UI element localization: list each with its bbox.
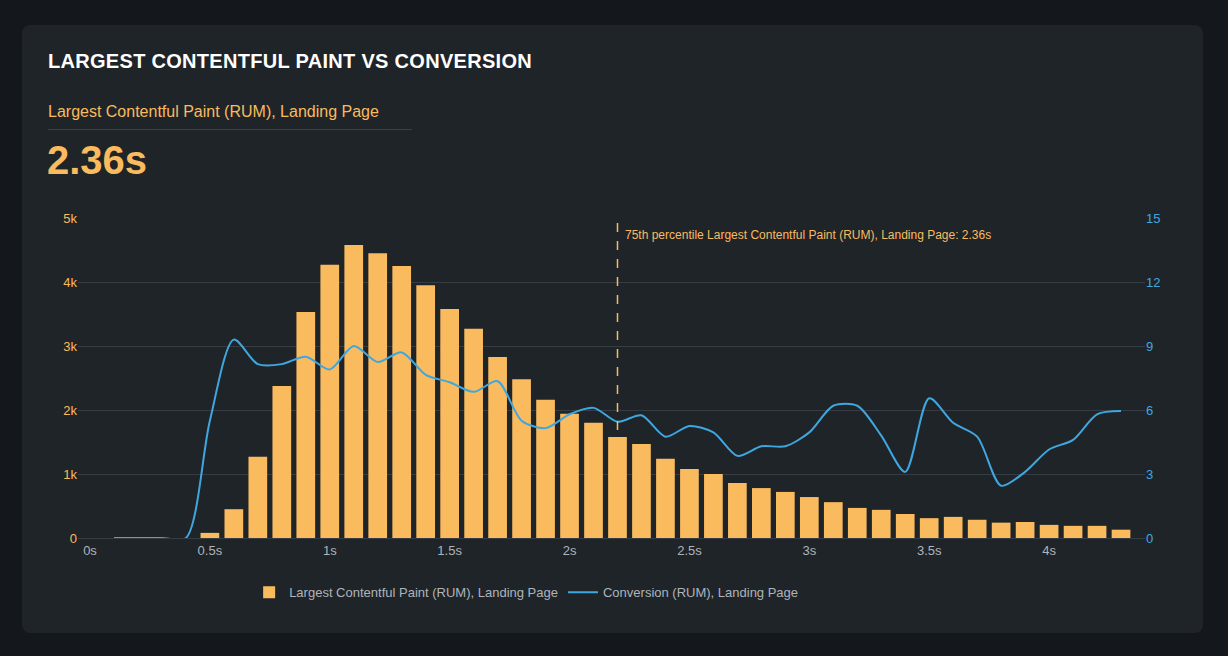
svg-text:3k: 3k	[63, 339, 77, 354]
html-text:LARGEST CONTENTFUL PAINT VS CO: LARGEST CONTENTFUL PAINT VS CONVERSION	[48, 50, 532, 72]
svg-text:9: 9	[1146, 339, 1153, 354]
html-text:Largest Contentful Paint (RUM): Largest Contentful Paint (RUM), Landing …	[48, 103, 379, 120]
svg-text:0.5s: 0.5s	[198, 543, 223, 558]
svg-text:1.5s: 1.5s	[437, 543, 462, 558]
svg-text:1s: 1s	[323, 543, 337, 558]
svg-text:2k: 2k	[63, 403, 77, 418]
svg-text:0: 0	[70, 531, 77, 546]
svg-text:75th percentile Largest Conten: 75th percentile Largest Contentful Paint…	[625, 228, 991, 242]
svg-text:2.5s: 2.5s	[677, 543, 702, 558]
svg-text:15: 15	[1146, 211, 1160, 226]
svg-text:12: 12	[1146, 275, 1160, 290]
html-text:2.36s: 2.36s	[47, 138, 148, 182]
svg-text:3s: 3s	[802, 543, 816, 558]
svg-text:6: 6	[1146, 403, 1153, 418]
svg-text:3: 3	[1146, 467, 1153, 482]
svg-text:5k: 5k	[63, 211, 77, 226]
svg-text:4s: 4s	[1042, 543, 1056, 558]
svg-text:0: 0	[1146, 531, 1153, 546]
svg-text:2s: 2s	[563, 543, 577, 558]
svg-text:Conversion (RUM), Landing Page: Conversion (RUM), Landing Page	[603, 585, 798, 600]
svg-text:1k: 1k	[63, 467, 77, 482]
svg-text:0s: 0s	[83, 543, 97, 558]
svg-text:4k: 4k	[63, 275, 77, 290]
svg-text:Largest Contentful Paint (RUM): Largest Contentful Paint (RUM), Landing …	[289, 585, 558, 600]
svg-text:3.5s: 3.5s	[917, 543, 942, 558]
